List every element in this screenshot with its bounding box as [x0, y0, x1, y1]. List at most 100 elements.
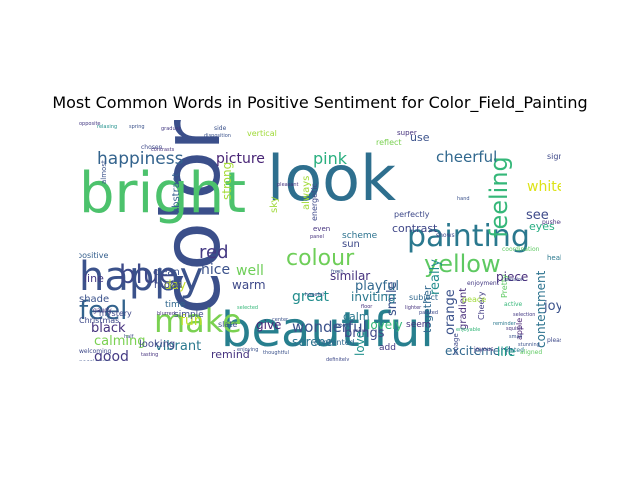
word-cheery: Cheery	[477, 291, 486, 320]
cloud-background	[79, 120, 561, 361]
word-gaudy: gaudy	[93, 307, 112, 314]
word-wonderful: wonderful	[292, 318, 367, 336]
word-enjoying: enjoying	[237, 347, 258, 353]
word-line: line	[84, 272, 104, 285]
word-chosen: chosen	[141, 144, 163, 151]
word-healthy: healthy	[547, 254, 561, 262]
word-positive: positive	[79, 251, 108, 260]
word-peace: peace	[462, 295, 486, 304]
word-welcoming: welcoming	[79, 348, 112, 355]
word-vibrant: vibrant	[155, 339, 201, 354]
word-orange: orange	[443, 289, 458, 335]
word-stunning: stunning	[518, 342, 540, 348]
word-use: use	[410, 131, 430, 144]
word-reflect: reflect	[376, 138, 402, 147]
word-simple: simple	[174, 310, 204, 320]
word-clean: clean	[153, 267, 180, 278]
word-lighter: lighter	[405, 305, 422, 311]
word-center: center	[272, 317, 289, 323]
word-calming: calming	[94, 334, 146, 349]
word-upbeat: upbeat	[333, 323, 351, 329]
word-contented: contented	[314, 338, 355, 347]
word-calm: calm	[343, 310, 370, 323]
word-pleasing: pleasing	[547, 337, 561, 344]
word-painted: painted	[419, 310, 438, 316]
word-scheme: scheme	[342, 231, 378, 241]
word-even: even	[313, 225, 330, 233]
word-aligned: aligned	[520, 349, 542, 356]
word-always: always	[301, 176, 312, 210]
word-happiness: happiness	[97, 149, 184, 169]
word-thoughtful: thoughtful	[263, 350, 289, 356]
word-picture: picture	[216, 151, 265, 167]
word-cheerful: cheerful	[436, 148, 497, 166]
word-subject: subject	[409, 293, 438, 302]
word-sun: sun	[342, 239, 360, 250]
word-sky: sky	[269, 196, 280, 213]
word-black: black	[91, 321, 126, 336]
word-shade: shade	[79, 294, 109, 305]
word-add: add	[379, 343, 396, 353]
word-enjoyable: enjoyable	[456, 327, 480, 333]
word-playful: playful	[355, 279, 399, 294]
word-gradual: gradual	[161, 126, 180, 132]
word-contentment: contentment	[534, 270, 548, 348]
word-almost: almost	[100, 160, 108, 184]
word-hopeful: hopeful	[305, 292, 324, 298]
chart-title: Most Common Words in Positive Sentiment …	[52, 93, 588, 112]
word-sign: sign	[547, 152, 561, 161]
word-brings: brings	[344, 326, 385, 341]
word-well: well	[236, 263, 264, 279]
word-abstract: abstract	[171, 173, 182, 214]
word-feel: feel	[79, 296, 127, 326]
word-love: love	[353, 331, 367, 356]
word-warm: warm	[232, 278, 266, 292]
word-color: color	[145, 120, 238, 315]
word-panel: panel	[310, 234, 324, 240]
word-half: half	[124, 334, 134, 340]
word-reminder: reminder	[493, 321, 517, 327]
word-christmas: Christmas	[79, 316, 119, 325]
word-similar: similar	[330, 269, 370, 283]
word-colour: colour	[286, 246, 355, 271]
word-super: super	[397, 129, 417, 137]
word-pleasant: pleasant	[277, 182, 299, 188]
word-excitement: excitement	[445, 344, 513, 358]
word-pink: pink	[313, 149, 348, 168]
word-tasting: tasting	[141, 352, 158, 358]
word-image: image	[452, 333, 460, 355]
word-vertical: vertical	[247, 129, 277, 138]
word-side: side	[214, 125, 227, 132]
word-joy: joy	[543, 299, 561, 314]
word-bright: bright	[79, 161, 246, 226]
word-shows: shows	[436, 232, 455, 239]
word-happy: happy	[79, 254, 203, 300]
word-contrast: contrast	[392, 222, 438, 235]
word-strong: strong	[220, 162, 234, 200]
word-energetic: energetic	[310, 183, 319, 221]
word-together: together	[421, 285, 434, 333]
word-mood: mood	[154, 280, 182, 291]
word-blue: blue	[119, 260, 175, 290]
word-give: give	[256, 318, 281, 332]
word-selection: selection	[513, 312, 535, 318]
word-opposite: opposite	[79, 121, 101, 127]
word-seem: seem	[406, 320, 431, 330]
word-joyous: joyous	[473, 346, 494, 353]
word-coordination: coordination	[502, 246, 540, 253]
word-day: day	[164, 278, 186, 292]
word-white: white	[527, 179, 561, 195]
word-active: active	[504, 301, 523, 308]
word-serene: serene	[292, 335, 333, 349]
word-definitely: definitely	[326, 357, 349, 361]
word-perfectly: perfectly	[394, 210, 430, 219]
word-fun: fun	[180, 313, 203, 329]
word-floor: floor	[361, 304, 373, 310]
word-look: look	[267, 142, 396, 215]
word-lovely: lovely	[367, 318, 403, 332]
word-yellow: yellow	[424, 250, 501, 278]
word-really: really	[428, 259, 443, 295]
word-fresh: fresh	[331, 269, 344, 275]
